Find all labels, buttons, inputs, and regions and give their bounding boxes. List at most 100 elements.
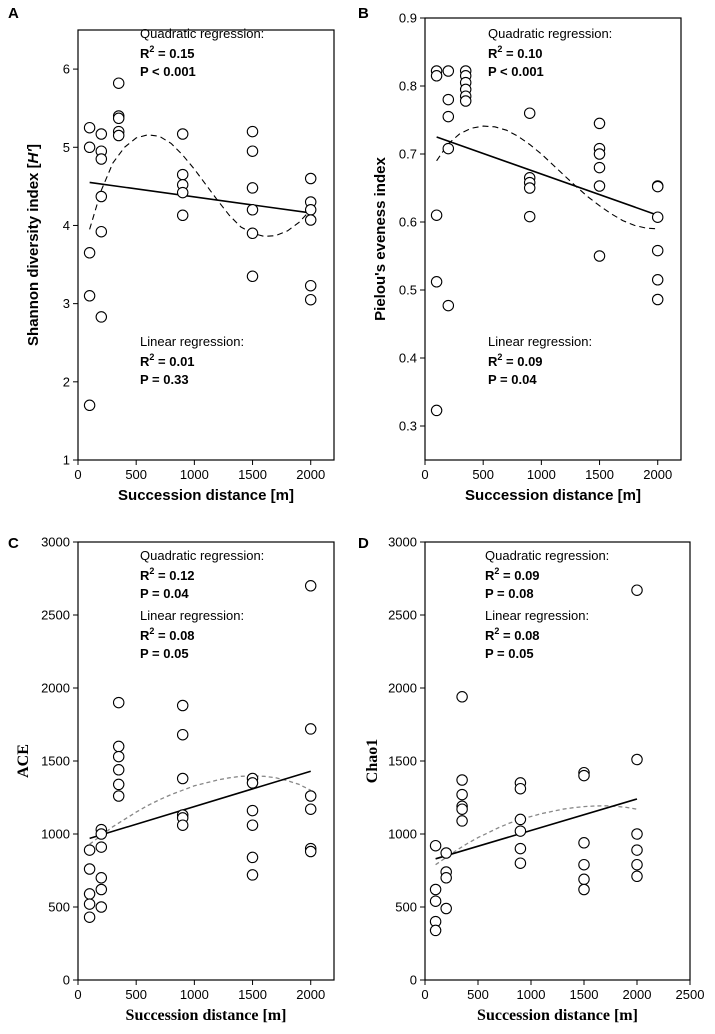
panel-b-data-point	[593, 161, 606, 174]
panel-b-data-point	[430, 209, 443, 221]
panel-a-data-point	[95, 153, 108, 165]
panel-c-data-point	[176, 728, 189, 741]
panel-b-data-point	[651, 293, 664, 306]
panel-b-data-point	[442, 299, 455, 312]
panel-d-data-point	[631, 844, 643, 856]
panel-d-data-point	[456, 691, 468, 703]
panel-b-ytick-label: 0.6	[399, 215, 417, 230]
panel-b-ytick-label: 0.7	[399, 147, 417, 162]
panel-a-xlabel: Succession distance [m]	[118, 487, 294, 504]
panel-b-frame	[424, 17, 682, 461]
panel-a-quadratic-head: Quadratic regression:	[140, 26, 264, 41]
panel-d-data-point	[456, 774, 468, 786]
panel-d-data-point	[631, 870, 643, 883]
panel-b-xtick-label: 500	[472, 467, 494, 482]
panel-a-data-point	[304, 279, 317, 292]
panel-d-linear-head: Linear regression:	[485, 608, 589, 623]
panel-d-data-point	[631, 828, 643, 840]
panel-c-xlabel: Succession distance [m]	[126, 1007, 287, 1024]
panel-c-data-point	[83, 888, 96, 900]
panel-d-ytick-label: 3000	[388, 535, 417, 550]
panel-b-quadratic-r2: R2 = 0.10	[488, 44, 543, 61]
panel-c-ytick-label: 1500	[41, 754, 70, 769]
panel-d-ylabel: Chao1	[364, 739, 381, 783]
panel-d-data-point	[429, 895, 442, 907]
panel-a-xtick-label: 2000	[296, 467, 325, 482]
panel-b-xtick-label: 2000	[643, 467, 672, 482]
panel-a-data-point	[304, 172, 317, 185]
panel-b-data-point	[442, 142, 455, 155]
panel-a-letter: A	[8, 5, 19, 22]
panel-a-linear-fit	[89, 181, 311, 214]
panel-d-linear-r2: R2 = 0.08	[485, 626, 540, 643]
panel-a-data-point	[83, 121, 96, 134]
panel-c-data-point	[176, 699, 189, 712]
panel-a-data-point	[95, 225, 108, 238]
panel-b-quadratic-p: P < 0.001	[488, 64, 544, 79]
panel-c-data-point	[304, 803, 317, 815]
panel-d-data-point	[631, 584, 643, 596]
panel-a-data-point	[304, 214, 317, 226]
panel-c-ytick-label: 1000	[41, 827, 70, 842]
panel-d-data-point	[429, 883, 442, 896]
panel-b-ylabel: Pielou's eveness index	[372, 157, 389, 321]
panel-a-ytick-label: 4	[63, 218, 70, 233]
panel-a-data-point	[176, 209, 189, 222]
panel-d-data-point	[578, 837, 590, 849]
panel-b-ytick-label: 0.5	[399, 283, 417, 298]
panel-d-ytick-label: 2000	[388, 681, 417, 696]
panel-c-ytick-label: 2000	[41, 681, 70, 696]
panel-b-data-point	[651, 274, 664, 286]
panel-a-frame	[77, 29, 335, 461]
panel-a-xtick-label: 1500	[238, 467, 267, 482]
panel-c-data-point	[246, 804, 259, 817]
panel-b-xtick-label: 0	[421, 467, 428, 482]
panel-d-ytick-label: 500	[395, 900, 417, 915]
panel-b-data-point	[442, 65, 455, 77]
panel-b-data-point	[523, 210, 536, 223]
panel-d-data-point	[631, 753, 643, 766]
panel-b-data-point	[523, 182, 536, 194]
panel-c-data-point	[95, 901, 108, 913]
panel-a-data-point	[304, 293, 317, 306]
panel-b-xtick-label: 1000	[527, 467, 556, 482]
panel-c-data-point	[176, 772, 189, 785]
panel-b-data-point	[430, 70, 443, 82]
panel-b-data-point	[593, 180, 606, 192]
panel-b-xlabel: Succession distance [m]	[465, 487, 641, 504]
panel-d-data-point	[440, 902, 452, 915]
panel-c-xtick-label: 500	[125, 987, 147, 1002]
panel-d-data-point	[514, 825, 527, 837]
panel-b-letter: B	[358, 5, 369, 22]
panel-c-quadratic-p: P = 0.04	[140, 586, 189, 601]
panel-a-data-point	[95, 190, 108, 203]
panel-a-linear-head: Linear regression:	[140, 334, 244, 349]
panel-c-ytick-label: 0	[63, 973, 70, 988]
panel-c-data-point	[83, 844, 96, 856]
panel-b-ytick-label: 0.4	[399, 351, 417, 366]
panel-a-data-point	[83, 247, 96, 259]
panel-c-data-point	[83, 898, 96, 910]
panel-d-ytick-label: 0	[410, 973, 417, 988]
panel-a-xtick-label: 1000	[180, 467, 209, 482]
panel-b-data-point	[651, 211, 664, 223]
panel-c-xtick-label: 2000	[296, 987, 325, 1002]
panel-d-data-point	[429, 839, 442, 852]
panel-b-data-point	[593, 250, 606, 262]
panel-a-quadratic-p: P < 0.001	[140, 64, 196, 79]
panel-a-data-point	[83, 290, 96, 302]
panel-a-linear-p: P = 0.33	[140, 372, 189, 387]
panel-c-data-point	[112, 778, 125, 791]
panel-c: C 0 500 1000 1500 2000 0 500 1000 1500 2000 2500 300…	[8, 535, 335, 1024]
panel-b-data-point	[651, 244, 664, 257]
panel-b-ytick-label: 0.8	[399, 79, 417, 94]
panel-d-data-point	[440, 847, 452, 859]
panel-c-quadratic-head: Quadratic regression:	[140, 548, 264, 563]
panel-a-ytick-label: 6	[63, 62, 70, 77]
panel-a-ytick-label: 1	[63, 453, 70, 468]
panel-c-data-point	[112, 764, 125, 776]
panel-d-data-point	[514, 813, 527, 826]
panel-b-data-point	[651, 180, 664, 193]
